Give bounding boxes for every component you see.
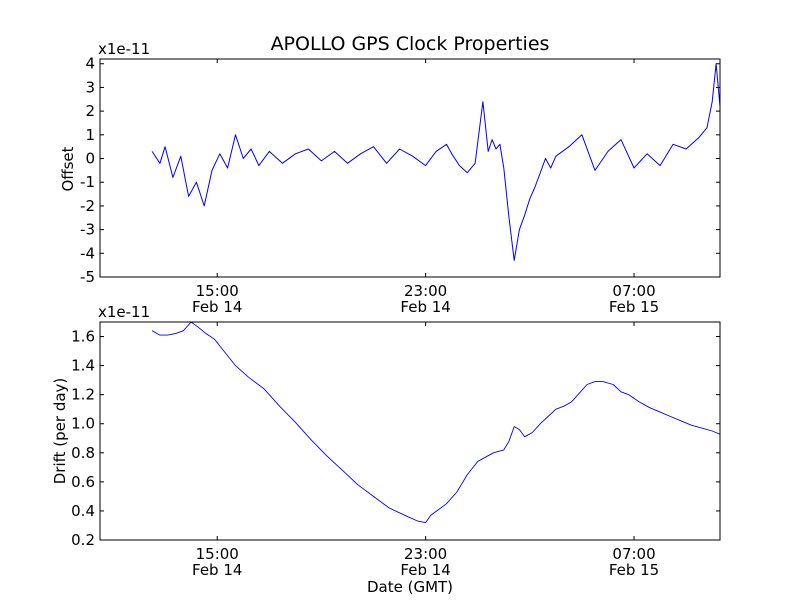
offset-x-tick-time-label: 23:00: [404, 282, 447, 300]
drift-y-tick-label: 1.4: [71, 357, 95, 375]
drift-y-tick-label: 0.6: [71, 473, 95, 491]
drift-y-tick-label: 0.2: [71, 531, 95, 549]
drift-exponent-label: x1e-11: [98, 303, 150, 321]
offset-y-axis-label: Offset: [59, 146, 77, 191]
drift-plot-frame: [99, 321, 721, 541]
drift-y-tick-label: 1.2: [71, 386, 95, 404]
drift-panel: x1e-11 Drift (per day) Date (GMT) 0.2 0.4…: [51, 303, 721, 596]
drift-y-axis-label: Drift (per day): [51, 378, 69, 485]
offset-x-tick-time-label: 15:00: [196, 282, 239, 300]
drift-y-tick-label: 0.4: [71, 502, 95, 520]
drift-x-tick-date-label: Feb 14: [192, 561, 242, 579]
drift-line: [151, 322, 720, 524]
drift-series: [151, 322, 720, 524]
offset-y-tick-label: -2: [80, 197, 95, 215]
drift-y-tick-label: 0.8: [71, 444, 95, 462]
offset-y-tick-label: -4: [80, 244, 95, 262]
offset-x-tick-date-label: Feb 14: [192, 298, 242, 316]
offset-y-tick-label: 3: [85, 78, 95, 96]
offset-series: [151, 63, 720, 261]
chart-title: APOLLO GPS Clock Properties: [271, 33, 550, 55]
offset-y-tick-label: -5: [80, 268, 95, 286]
drift-x-tick-time-label: 23:00: [404, 545, 447, 563]
drift-x-tick-date-label: Feb 15: [609, 561, 659, 579]
drift-y-tick-label: 1.0: [71, 415, 95, 433]
drift-x-tick-time-label: 15:00: [196, 545, 239, 563]
offset-y-tick-label: -1: [80, 173, 95, 191]
offset-y-tick-label: -3: [80, 221, 95, 239]
offset-x-tick-date-label: Feb 14: [400, 298, 450, 316]
offset-x-tick-time-label: 07:00: [612, 282, 655, 300]
offset-y-tick-label: 2: [85, 102, 95, 120]
offset-exponent-label: x1e-11: [98, 40, 150, 58]
offset-y-tick-label: 0: [85, 150, 95, 168]
offset-line: [151, 63, 720, 261]
offset-plot-frame: [99, 58, 721, 278]
offset-y-tick-label: 1: [85, 126, 95, 144]
drift-y-tick-label: 1.6: [71, 328, 95, 346]
offset-y-tick-label: 4: [85, 55, 95, 73]
drift-x-axis-label: Date (GMT): [367, 578, 453, 596]
drift-x-tick-time-label: 07:00: [612, 545, 655, 563]
offset-x-tick-date-label: Feb 15: [609, 298, 659, 316]
drift-x-tick-date-label: Feb 14: [400, 561, 450, 579]
